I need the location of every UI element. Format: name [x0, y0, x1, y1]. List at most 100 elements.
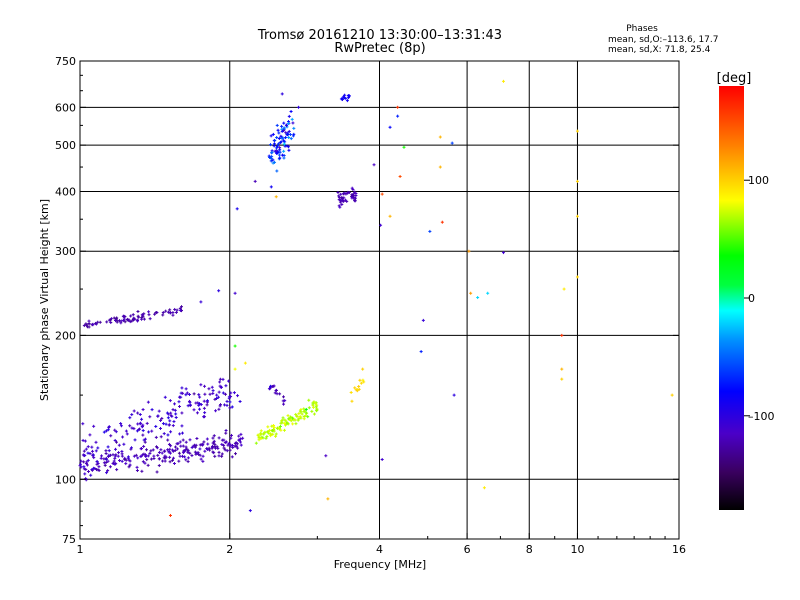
data-point: [81, 422, 85, 426]
data-point: [228, 406, 232, 410]
data-point: [171, 424, 175, 428]
data-point: [307, 398, 311, 402]
data-point: [300, 412, 304, 416]
data-point: [172, 420, 176, 424]
data-point: [338, 205, 342, 209]
data-point: [289, 415, 293, 419]
data-point: [358, 378, 362, 382]
data-point: [127, 465, 131, 469]
data-point: [261, 432, 265, 436]
data-point: [280, 136, 284, 140]
data-point: [233, 344, 237, 348]
data-point: [175, 308, 179, 312]
data-point: [107, 318, 111, 322]
data-point: [211, 391, 215, 395]
data-point: [337, 198, 341, 202]
data-point: [96, 468, 100, 472]
data-point: [501, 251, 505, 255]
data-point: [311, 402, 315, 406]
data-point: [181, 391, 185, 395]
data-point: [130, 413, 134, 417]
data-point: [217, 450, 221, 454]
data-point: [452, 393, 456, 397]
data-point: [205, 400, 209, 404]
data-point: [217, 407, 221, 411]
data-point: [174, 310, 178, 314]
data-point: [180, 386, 184, 390]
data-point: [83, 439, 87, 443]
data-point: [285, 133, 289, 137]
data-point: [337, 194, 341, 198]
data-point: [136, 309, 140, 313]
data-point: [164, 422, 168, 426]
data-point: [186, 460, 190, 464]
data-point: [134, 453, 138, 457]
data-point: [223, 448, 227, 452]
data-point: [128, 424, 132, 428]
data-point: [157, 450, 161, 454]
data-point: [156, 414, 160, 418]
data-point: [229, 391, 233, 395]
data-point: [218, 404, 222, 408]
data-point: [269, 156, 273, 160]
data-point: [289, 137, 293, 141]
data-point: [670, 393, 674, 397]
data-point: [274, 388, 278, 392]
data-point: [199, 403, 203, 407]
data-point: [388, 125, 392, 129]
data-point: [105, 320, 109, 324]
data-point: [283, 428, 287, 432]
data-point: [353, 199, 357, 203]
data-point: [107, 425, 111, 429]
data-point: [85, 460, 89, 464]
data-point: [194, 443, 198, 447]
data-point: [286, 414, 290, 418]
data-point: [117, 443, 121, 447]
data-point: [131, 313, 135, 317]
data-point: [178, 308, 182, 312]
y-tick-label: 600: [55, 101, 76, 114]
data-point: [115, 316, 119, 320]
data-point: [141, 313, 145, 317]
data-point: [235, 207, 239, 211]
data-point: [128, 463, 132, 467]
data-point: [282, 149, 286, 153]
data-point: [146, 454, 150, 458]
data-point: [154, 311, 158, 315]
data-point: [90, 468, 94, 472]
y-tick-label: 300: [55, 245, 76, 258]
data-point: [280, 153, 284, 157]
data-point: [236, 446, 240, 450]
data-point: [233, 452, 237, 456]
data-point: [345, 99, 349, 103]
data-point: [107, 449, 111, 453]
data-point: [154, 445, 158, 449]
data-point: [222, 443, 226, 447]
data-point: [273, 391, 277, 395]
data-point: [221, 377, 225, 381]
y-axis-label: Stationary phase Virtual Height [km]: [38, 199, 51, 401]
data-point: [108, 465, 112, 469]
data-point: [232, 391, 236, 395]
data-point: [345, 199, 349, 203]
data-point: [177, 400, 181, 404]
data-point: [287, 114, 291, 118]
data-point: [197, 402, 201, 406]
data-point: [275, 392, 279, 396]
data-point: [402, 145, 406, 149]
data-point: [278, 146, 282, 150]
data-point: [203, 415, 207, 419]
data-point: [139, 447, 143, 451]
data-point: [202, 399, 206, 403]
data-point: [273, 138, 277, 142]
data-point: [350, 399, 354, 403]
data-point: [154, 424, 158, 428]
data-point: [248, 509, 252, 513]
data-point: [113, 456, 117, 460]
data-point: [124, 458, 128, 462]
data-point: [299, 410, 303, 414]
data-point: [291, 422, 295, 426]
data-point: [126, 318, 130, 322]
data-point: [195, 436, 199, 440]
data-point: [184, 448, 188, 452]
